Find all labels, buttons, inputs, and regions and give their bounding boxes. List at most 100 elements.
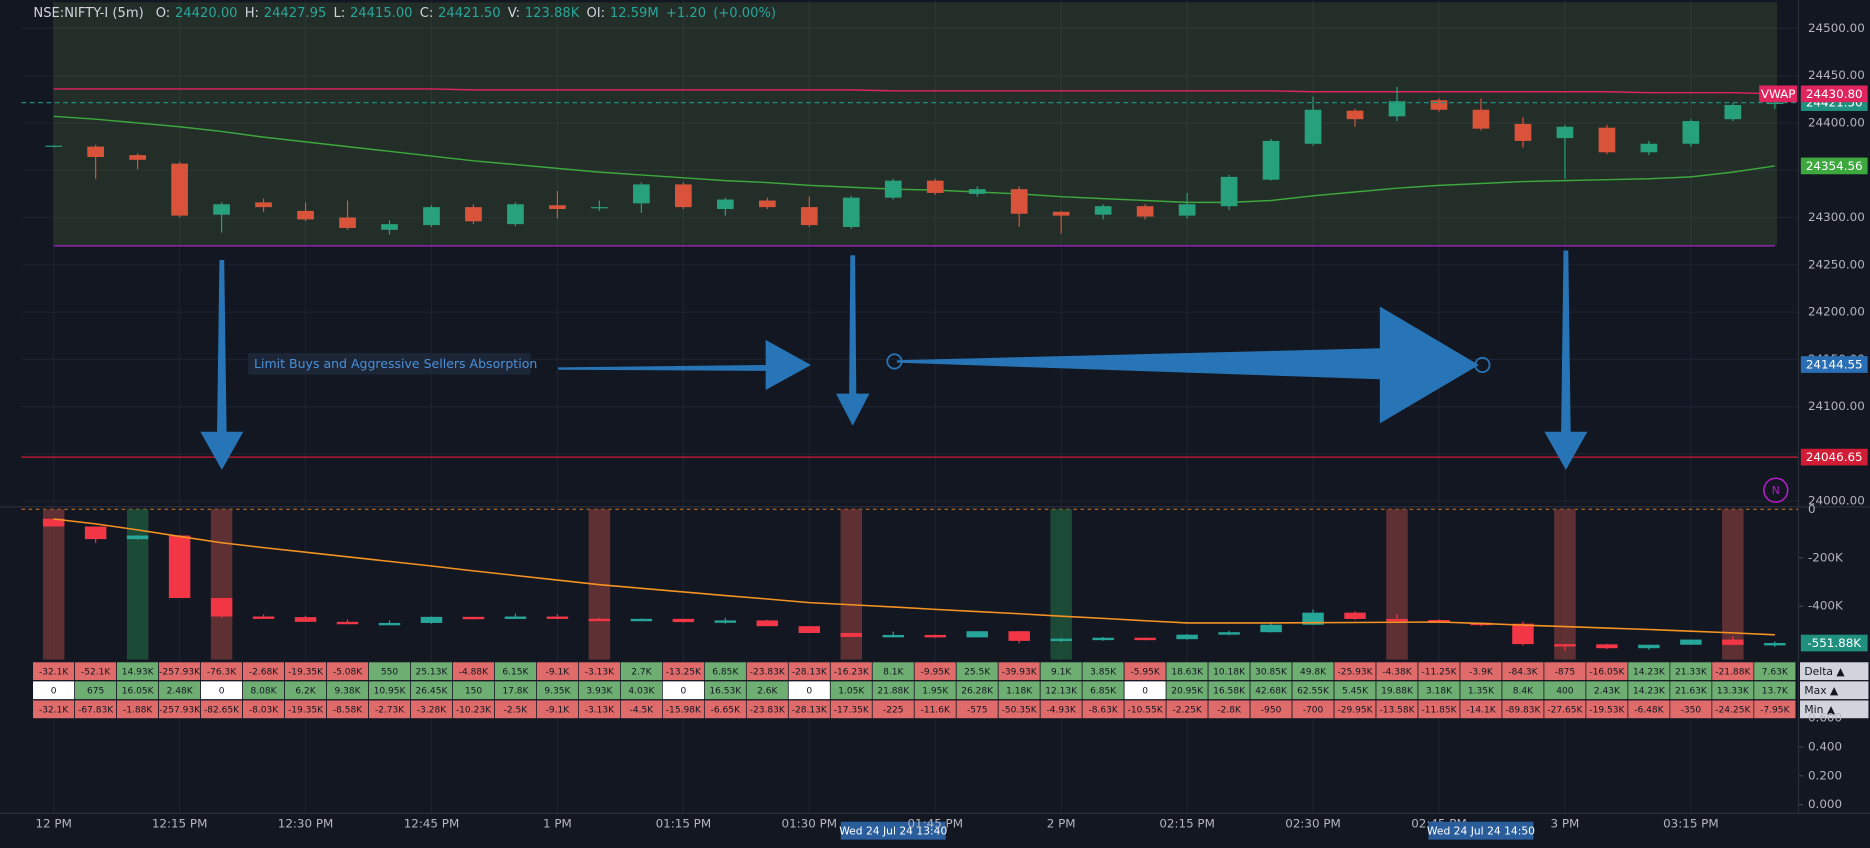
table-cell-text: 10.95K xyxy=(374,686,407,696)
candle-body xyxy=(716,199,734,210)
y-tick-label: 0.400 xyxy=(1808,739,1842,753)
table-cell-text: -29.95K xyxy=(1337,705,1373,715)
x-tick-label: 12 PM xyxy=(35,817,71,831)
table-cell-text: -2.25K xyxy=(1172,705,1202,715)
y-tick-label: 24400.00 xyxy=(1808,115,1865,129)
row-header: Max ▲ xyxy=(1804,684,1839,697)
arrow-down xyxy=(1544,250,1588,470)
table-cell-text: -950 xyxy=(1261,705,1282,715)
delta-body xyxy=(1134,637,1156,641)
table-cell-text: 21.88K xyxy=(877,686,910,696)
table-cell-text: 8.08K xyxy=(251,686,278,696)
table-cell-text: -10.55K xyxy=(1128,705,1164,715)
candle-body xyxy=(465,207,482,222)
table-cell-text: -39.93K xyxy=(1002,667,1038,677)
candle-body xyxy=(171,163,188,216)
last-value-tag-box xyxy=(1800,634,1868,652)
delta-body xyxy=(210,598,233,617)
y-tick-label: 0 xyxy=(1808,502,1816,516)
table-cell-text: -3.9K xyxy=(1469,667,1494,677)
table-cell-text: -50.35K xyxy=(1002,705,1038,715)
candle-body xyxy=(339,217,356,228)
table-cell-text: 675 xyxy=(87,686,104,696)
table-cell-text: -875 xyxy=(1555,667,1576,677)
delta-body xyxy=(1638,644,1660,649)
highlight-box xyxy=(53,2,1777,246)
table-cell-text: -2.73K xyxy=(375,705,405,715)
header: NSE:NIFTY-I (5m) O: 24420.00 H: 24427.95 L: 24… xyxy=(33,6,776,21)
table-cell-text: -7.95K xyxy=(1760,705,1790,715)
table-cell-text: -4.38K xyxy=(1382,667,1412,677)
table-cell-text: 6.2K xyxy=(295,686,316,696)
candle-body xyxy=(591,207,608,209)
table-cell-text: 6.85K xyxy=(712,667,739,677)
candle-body xyxy=(633,184,650,204)
delta-body xyxy=(1512,623,1534,645)
indicator-line xyxy=(53,88,1775,95)
x-tick-label: 01:45 PM xyxy=(907,817,963,831)
table-cell-text: -17.35K xyxy=(834,705,870,715)
table-cell-text: -28.13K xyxy=(792,705,828,715)
delta-body xyxy=(546,616,569,619)
anchor-point xyxy=(886,353,903,370)
candle-body xyxy=(1514,123,1532,141)
table-cell-text: -28.13K xyxy=(792,667,828,677)
table-cell-text: -1.88K xyxy=(123,705,153,715)
table-cell-text: -257.93K xyxy=(159,667,201,677)
signal-column xyxy=(1050,509,1072,660)
y-tick-label: 0.600 xyxy=(1808,711,1842,725)
row-header-box xyxy=(1799,661,1870,681)
arrow-down xyxy=(836,255,870,426)
table-cell-text: -2.5K xyxy=(504,705,529,715)
candle-body xyxy=(381,224,398,230)
table-cell-text: -13.58K xyxy=(1379,705,1415,715)
table-cell-text: -6.65K xyxy=(711,705,741,715)
row-header: Delta ▲ xyxy=(1804,665,1845,678)
table-cell-text: -11.25K xyxy=(1421,667,1457,677)
table-cell-text: -23.83K xyxy=(750,667,786,677)
table-cell-text: 8.4K xyxy=(1513,686,1534,696)
candle-body xyxy=(129,155,146,160)
candle-body xyxy=(884,180,902,198)
series-name-tag: VWAP xyxy=(1761,87,1796,101)
delta-body xyxy=(168,535,191,599)
symbol-title: NSE:NIFTY-I (5m) xyxy=(33,6,143,21)
x-tick-label: 12:30 PM xyxy=(278,817,334,831)
candle-body xyxy=(213,204,230,215)
table-cell-text: -25.93K xyxy=(1337,667,1373,677)
y-tick-label: 0.200 xyxy=(1808,768,1842,782)
marker-label: N xyxy=(1772,484,1780,497)
candle-body xyxy=(1388,101,1406,117)
candle-body xyxy=(507,204,524,225)
candle-body xyxy=(1220,176,1238,207)
candle-body xyxy=(1178,204,1196,216)
table-cell-text: -700 xyxy=(1303,705,1324,715)
candle-body xyxy=(1094,206,1112,215)
candle-body xyxy=(1304,109,1322,144)
table-cell-text: -32.1K xyxy=(39,705,69,715)
table-cell-text: 12.13K xyxy=(1045,686,1078,696)
table-cell-text: -82.65K xyxy=(204,705,240,715)
legend-label: OI: xyxy=(586,6,605,21)
table-cell-text: -2.68K xyxy=(249,667,279,677)
delta-body xyxy=(378,622,401,626)
table-cell-text: 4.03K xyxy=(628,686,655,696)
candle-body xyxy=(1472,109,1490,129)
table-cell-text: 5.45K xyxy=(1342,686,1369,696)
table-cell-text: 3.85K xyxy=(1090,667,1117,677)
table-cell-text: -5.08K xyxy=(333,667,363,677)
table-cell-text: 2.48K xyxy=(167,686,194,696)
table-cell-text: -89.83K xyxy=(1505,705,1541,715)
x-tick-label: 01:30 PM xyxy=(782,817,838,831)
table-cell-text: 17.8K xyxy=(502,686,529,696)
table-cell-text: 49.8K xyxy=(1300,667,1327,677)
delta-body xyxy=(294,617,317,622)
legend-value: +1.20 xyxy=(666,6,706,21)
delta-body xyxy=(1596,644,1618,649)
table-cell-text: 62.55K xyxy=(1297,686,1330,696)
legend-value: 24427.95 xyxy=(264,6,327,21)
table-cell-text: 18.63K xyxy=(1171,667,1204,677)
delta-table: -32.1K -52.1K 14.93K -257.93K -76.3K -2.68K -1… xyxy=(32,661,1870,719)
table-cell-text: -3.13K xyxy=(585,705,615,715)
candle-body xyxy=(297,210,314,220)
